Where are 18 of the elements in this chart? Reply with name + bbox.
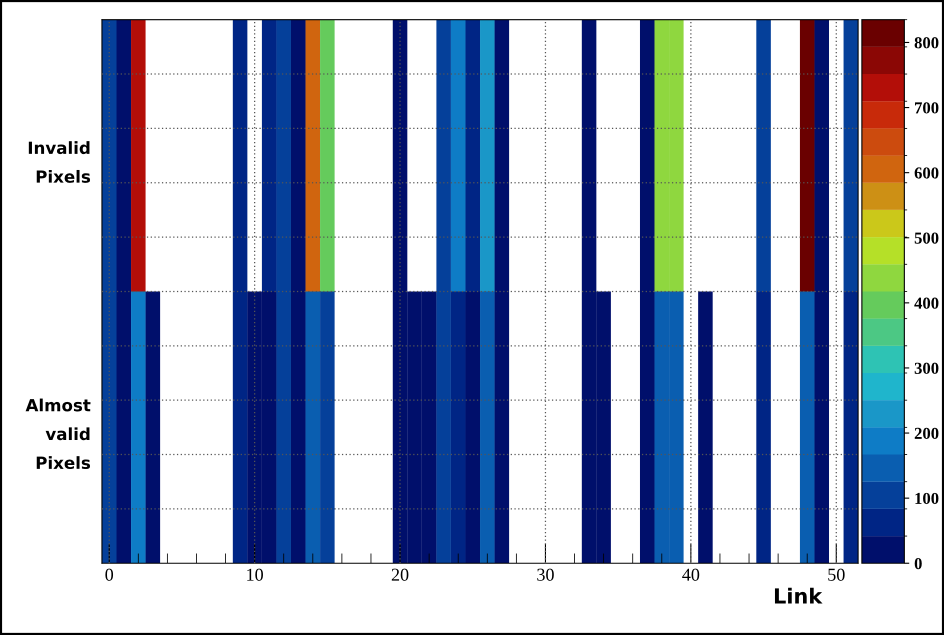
x-tick-label: 30 <box>537 568 554 581</box>
x-tick-label: 20 <box>392 568 408 581</box>
y-tick-label: Almost valid Pixels <box>26 398 90 470</box>
color-bar-label: 500 <box>914 232 938 244</box>
color-bar-label: 600 <box>914 167 938 179</box>
x-tick-label: 0 <box>105 568 114 581</box>
x-tick-label: 50 <box>828 568 845 581</box>
x-tick-label: 10 <box>247 568 263 581</box>
color-bar-label: 700 <box>915 102 938 114</box>
x-tick-label: 40 <box>682 568 700 581</box>
color-bar-label: 0 <box>914 558 922 570</box>
color-bar-label: 300 <box>914 362 938 374</box>
color-bar-label: 400 <box>914 298 938 309</box>
color-bar-label: 800 <box>914 37 938 48</box>
x-axis-title: Link <box>774 588 823 604</box>
y-tick-label: Invalid Pixels <box>28 141 90 183</box>
color-bar-label: 200 <box>914 428 938 439</box>
color-bar-label: 100 <box>915 492 938 504</box>
